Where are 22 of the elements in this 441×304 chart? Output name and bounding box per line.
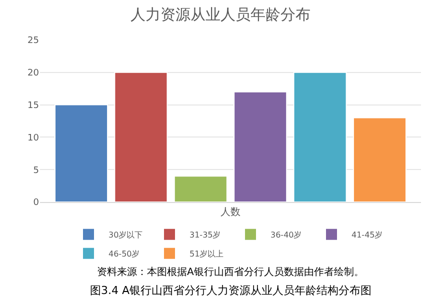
bar xyxy=(54,104,108,202)
legend-label: 41-45岁 xyxy=(352,230,383,240)
bar xyxy=(352,117,406,202)
legend-label: 36-40岁 xyxy=(270,230,302,240)
caption: 图3.4 A银行山西省分行人力资源从业人员年龄结构分布图 xyxy=(90,284,372,297)
chart-title: 人力资源从业人员年龄分布 xyxy=(130,6,310,24)
bar xyxy=(114,72,168,202)
bar xyxy=(293,72,347,202)
legend-label: 46-50岁 xyxy=(108,249,140,258)
bar xyxy=(174,176,228,202)
legend-label: 31-35岁 xyxy=(190,230,221,240)
y-tick-label: 25 xyxy=(28,36,39,46)
y-tick-label: 5 xyxy=(33,166,39,176)
y-tick-label: 10 xyxy=(28,133,40,144)
y-tick-label: 0 xyxy=(33,198,40,208)
bar xyxy=(234,91,288,202)
x-tick-label: 人数 xyxy=(220,207,240,218)
text: 资料来源：本图根据A银行山西省分行人员数据由作者绘制。 xyxy=(97,266,364,278)
y-tick-label: 20 xyxy=(28,68,40,79)
y-tick-label: 15 xyxy=(28,100,39,111)
legend-label: 51岁以上 xyxy=(190,249,224,258)
legend-label: 30岁以下 xyxy=(108,230,143,240)
